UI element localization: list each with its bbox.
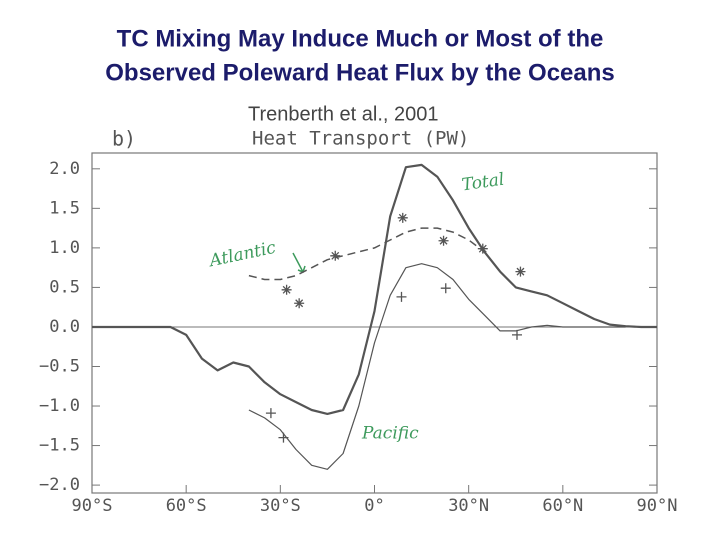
y-tick-label: −2.0: [39, 475, 80, 495]
series-annotation: Atlantic: [206, 238, 278, 272]
observation-asterisk: [438, 235, 449, 246]
subtitle: Trenberth et al., 2001: [248, 103, 439, 125]
y-tick-label: −1.5: [39, 436, 80, 456]
series-line: [92, 163, 657, 415]
x-tick-label: 30°S: [260, 496, 301, 516]
y-tick-label: −1.0: [39, 396, 80, 416]
observation-plus: [278, 432, 289, 443]
y-axis-label: Heat Transport (PW): [252, 128, 469, 150]
series-line: [248, 263, 626, 470]
observation-asterisk: [397, 212, 408, 223]
x-tick-label: 60°S: [166, 496, 207, 516]
x-tick-label: 90°S: [72, 496, 113, 516]
observation-asterisk: [515, 266, 526, 277]
observation-asterisk: [281, 284, 292, 295]
x-tick-label: 90°N: [637, 496, 678, 516]
observation-plus: [396, 291, 407, 302]
x-tick-label: 0°: [364, 496, 384, 516]
atlantic-arrow: [292, 252, 306, 273]
y-tick-label: 2.0: [49, 159, 80, 179]
y-tick-label: 1.0: [49, 238, 80, 258]
series-annotation: Pacific: [361, 424, 419, 444]
x-tick-label: 60°N: [542, 496, 583, 516]
title-line-2: Observed Poleward Heat Flux by the Ocean…: [105, 59, 615, 86]
y-tick-label: −0.5: [39, 356, 80, 376]
observation-plus: [265, 408, 276, 419]
observation-asterisk: [294, 298, 305, 309]
x-tick-label: 30°N: [448, 496, 489, 516]
observation-plus: [512, 329, 523, 340]
y-tick-label: 0.5: [49, 277, 80, 297]
series-annotation: Total: [461, 170, 506, 196]
y-tick-label: 0.0: [49, 317, 80, 337]
panel-label: b): [112, 127, 136, 151]
title-line-1: TC Mixing May Induce Much or Most of the: [117, 25, 604, 52]
series-line: [248, 227, 579, 312]
observation-asterisk: [477, 243, 488, 254]
observation-plus: [440, 283, 451, 294]
observation-asterisk: [330, 250, 341, 261]
y-tick-label: 1.5: [49, 198, 80, 218]
